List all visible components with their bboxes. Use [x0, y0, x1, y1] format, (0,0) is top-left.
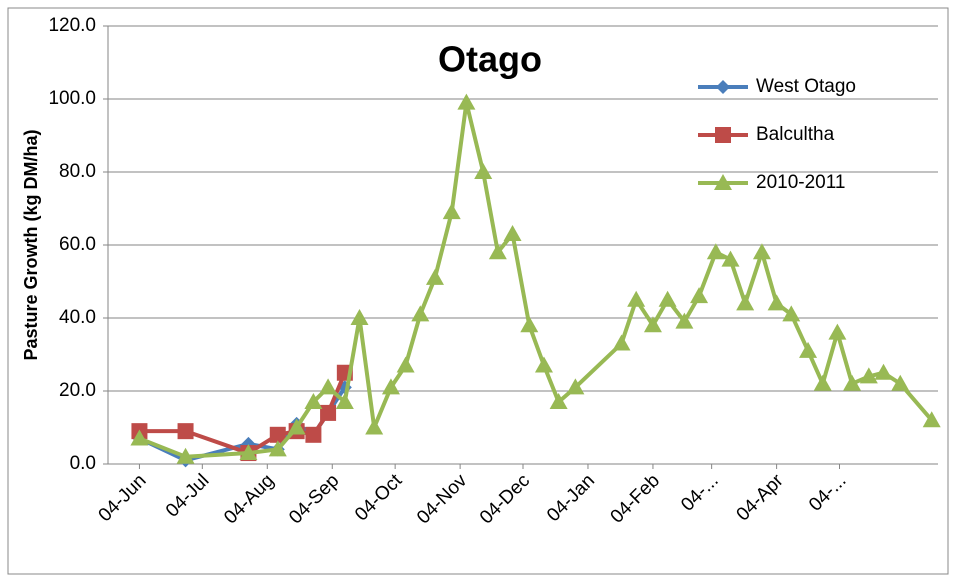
- data-point: [488, 243, 507, 260]
- data-point: [782, 305, 801, 322]
- data-point: [287, 418, 306, 435]
- data-point: [268, 440, 287, 457]
- data-point: [828, 323, 847, 340]
- data-point: [442, 203, 461, 220]
- data-point: [305, 426, 322, 443]
- data-point: [381, 378, 400, 395]
- data-point: [891, 374, 910, 391]
- data-point: [335, 392, 354, 409]
- data-point: [130, 429, 149, 446]
- data-point: [721, 250, 740, 267]
- data-point: [350, 309, 369, 325]
- data-point: [627, 290, 646, 307]
- data-point: [843, 374, 862, 391]
- data-point: [304, 392, 323, 409]
- y-tick-label: 20.0: [59, 380, 96, 401]
- y-tick-label: 0.0: [70, 453, 96, 474]
- data-point: [320, 404, 337, 421]
- data-point: [643, 316, 662, 333]
- y-tick-label: 120.0: [48, 15, 96, 36]
- chart-border: [7, 7, 949, 575]
- y-tick-label: 80.0: [59, 161, 96, 182]
- data-point: [859, 367, 878, 384]
- data-point: [534, 356, 553, 373]
- data-point: [457, 93, 476, 110]
- y-tick-label: 60.0: [59, 234, 96, 255]
- legend-marker: [715, 127, 731, 143]
- data-point: [269, 426, 286, 443]
- legend-label: West Otago: [756, 76, 856, 97]
- data-point: [612, 334, 631, 351]
- data-point: [319, 378, 338, 395]
- y-tick-label: 40.0: [59, 307, 96, 328]
- data-point: [813, 374, 832, 391]
- data-point: [566, 378, 585, 395]
- data-point: [425, 268, 444, 285]
- data-point: [922, 411, 941, 428]
- data-point: [874, 363, 893, 380]
- legend-marker: [716, 80, 730, 94]
- y-axis-label: Pasture Growth (kg DM/ha): [21, 129, 41, 360]
- chart-title: Otago: [438, 39, 542, 80]
- data-point: [411, 305, 430, 322]
- data-point: [690, 287, 709, 304]
- data-point: [675, 312, 694, 329]
- data-point: [767, 294, 786, 311]
- data-point: [658, 290, 677, 307]
- data-point: [549, 392, 568, 409]
- data-point: [503, 225, 522, 242]
- legend-label: Balcultha: [756, 124, 835, 145]
- data-point: [799, 341, 818, 358]
- data-point: [706, 243, 725, 260]
- y-tick-label: 100.0: [48, 88, 96, 109]
- data-point: [176, 447, 195, 464]
- data-point: [736, 294, 755, 311]
- data-point: [239, 444, 258, 461]
- data-point: [752, 243, 771, 260]
- data-point: [365, 418, 384, 435]
- legend-label: 2010-2011: [756, 172, 845, 193]
- data-point: [177, 423, 194, 440]
- data-point: [396, 356, 415, 373]
- data-point: [474, 163, 493, 179]
- data-point: [520, 316, 539, 333]
- legend-marker: [714, 174, 732, 190]
